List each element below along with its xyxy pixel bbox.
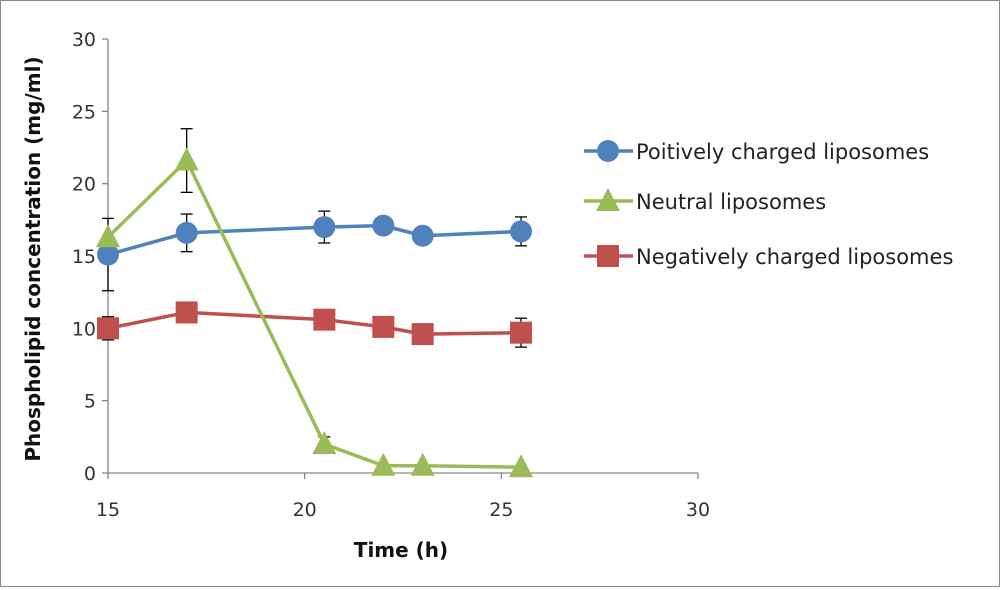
y-tick-label: 0 (84, 463, 96, 485)
data-point (510, 220, 532, 243)
data-point (96, 224, 120, 248)
data-point (313, 216, 336, 239)
data-point (410, 452, 435, 476)
data-point (372, 214, 395, 237)
data-point (509, 454, 533, 478)
series-2 (97, 301, 532, 346)
series-0 (97, 214, 532, 266)
data-point (313, 308, 336, 331)
legend-marker (597, 140, 619, 162)
axes: 0 5 10 15 20 25 30 15 20 25 30 (72, 29, 710, 521)
y-tick-label: 15 (72, 246, 96, 268)
y-tick-label: 25 (72, 101, 96, 123)
data-point (411, 224, 434, 247)
x-tick-label: 20 (293, 499, 317, 521)
data-point (175, 301, 198, 324)
legend: Poitively charged liposomes Neutral lipos… (584, 140, 953, 269)
legend-entry-0: Poitively charged liposomes (584, 140, 929, 164)
data-point (174, 147, 199, 171)
y-tick-label: 10 (72, 318, 96, 340)
legend-marker (597, 245, 619, 267)
y-tick-label: 30 (72, 29, 96, 51)
legend-entry-1: Neutral liposomes (584, 188, 826, 214)
series-layer (96, 128, 533, 478)
data-point (411, 323, 434, 346)
series-line (106, 158, 522, 469)
y-axis-title: Phospholipid concentration (mg/ml) (21, 56, 45, 461)
legend-label: Neutral liposomes (636, 190, 826, 214)
series-line (107, 310, 522, 336)
error-bars-1 (180, 128, 331, 452)
data-point (312, 431, 337, 455)
legend-label: Negatively charged liposomes (636, 245, 953, 269)
x-tick-label: 15 (96, 499, 120, 521)
data-point (510, 321, 532, 344)
y-tick-label: 5 (84, 391, 96, 413)
data-point (372, 315, 395, 338)
legend-label: Poitively charged liposomes (636, 140, 929, 164)
x-axis-title: Time (h) (354, 538, 448, 562)
x-tick-label: 25 (489, 499, 513, 521)
x-tick-label: 30 (686, 499, 710, 521)
series-1 (96, 147, 533, 478)
data-point (97, 243, 119, 266)
data-point (175, 221, 198, 244)
legend-entry-2: Negatively charged liposomes (584, 245, 953, 269)
y-tick-label: 20 (72, 174, 96, 196)
legend-marker (596, 188, 620, 211)
data-point (97, 317, 119, 340)
series-line (107, 223, 522, 257)
data-point (371, 452, 396, 476)
